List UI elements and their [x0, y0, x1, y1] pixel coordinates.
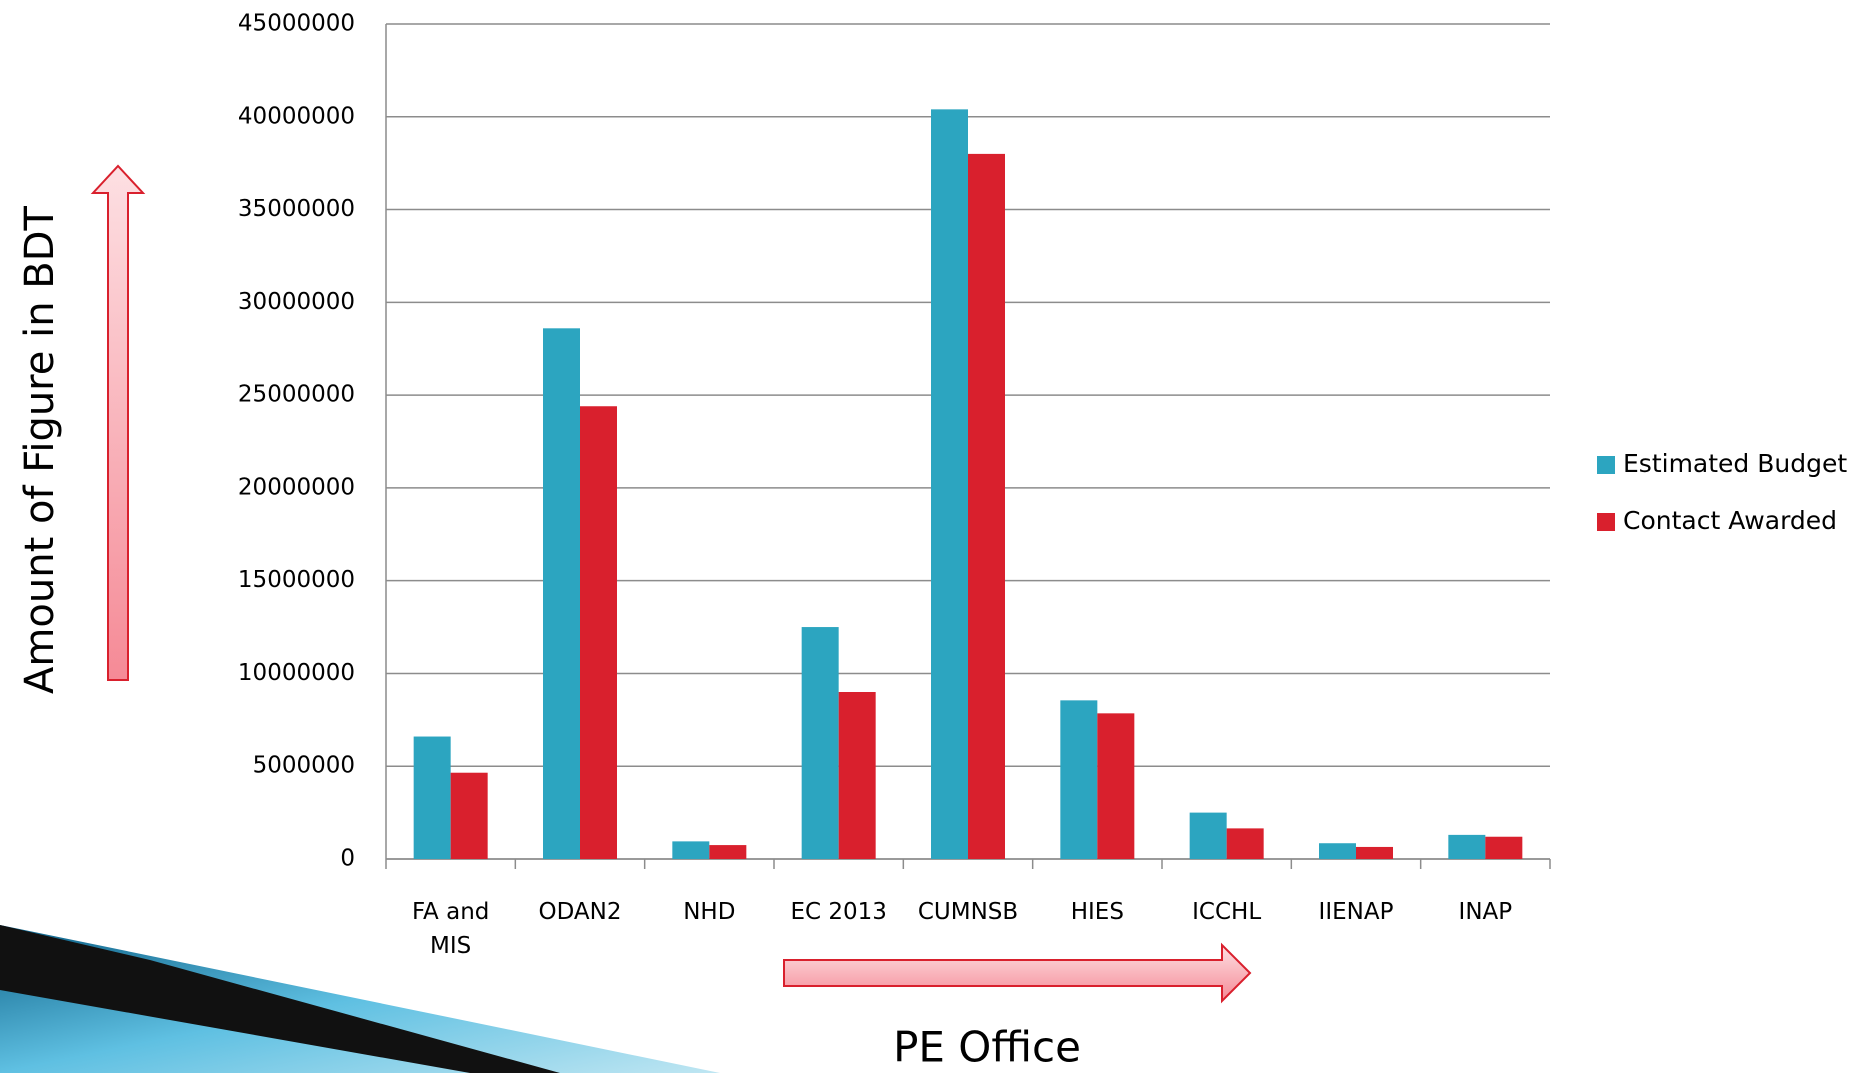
- x-axis-title: PE Office: [893, 1023, 1081, 1072]
- y-tick-label: 5000000: [253, 753, 355, 779]
- decor-swoosh-edge: [0, 925, 560, 1073]
- legend-label: Contact Awarded: [1623, 506, 1837, 535]
- bar: [968, 153, 1005, 859]
- bar: [1097, 713, 1135, 859]
- y-arrow: [90, 164, 146, 681]
- y-tick-label: 45000000: [238, 11, 355, 37]
- bar: [413, 736, 451, 859]
- y-tick-label: 0: [340, 846, 355, 872]
- x-tick-label: FA and MIS: [411, 899, 490, 959]
- x-tick-label: INAP: [1458, 899, 1513, 925]
- y-tick-label: 20000000: [238, 474, 355, 500]
- bar: [1356, 846, 1393, 859]
- bar: [450, 772, 488, 859]
- y-tick-label: 15000000: [238, 567, 355, 593]
- x-arrow: [783, 942, 1252, 1004]
- y-tick-label: 25000000: [238, 382, 355, 408]
- legend-swatch: [1597, 513, 1615, 531]
- y-tick-label: 10000000: [238, 660, 355, 686]
- x-tick-label: HIES: [1070, 899, 1124, 925]
- bar: [801, 627, 839, 859]
- legend-label: Estimated Budget: [1623, 449, 1847, 478]
- decor-swoosh: [0, 925, 720, 1073]
- bar: [1189, 812, 1227, 859]
- bar: [1448, 834, 1486, 859]
- bar: [580, 406, 617, 859]
- x-tick-label: ODAN2: [538, 899, 622, 925]
- y-tick-label: 30000000: [238, 289, 355, 315]
- y-tick-label: 35000000: [238, 196, 355, 222]
- bar: [709, 845, 747, 859]
- bar: [1319, 843, 1356, 859]
- y-tick-label: 40000000: [238, 103, 355, 129]
- x-tick-label: NHD: [683, 899, 736, 925]
- legend-swatch: [1597, 456, 1615, 474]
- x-tick-label: IIENAP: [1318, 899, 1394, 925]
- bar: [1485, 836, 1523, 859]
- bar: [838, 692, 876, 859]
- bar: [672, 841, 710, 859]
- x-tick-label: EC 2013: [790, 899, 887, 925]
- bar: [1060, 700, 1098, 859]
- bar: [1226, 828, 1264, 859]
- bar: [543, 328, 580, 859]
- x-tick-label: CUMNSB: [917, 899, 1019, 925]
- y-axis-title: Amount of Figure in BDT: [17, 206, 63, 694]
- x-tick-label: ICCHL: [1192, 899, 1262, 925]
- bar: [931, 109, 968, 860]
